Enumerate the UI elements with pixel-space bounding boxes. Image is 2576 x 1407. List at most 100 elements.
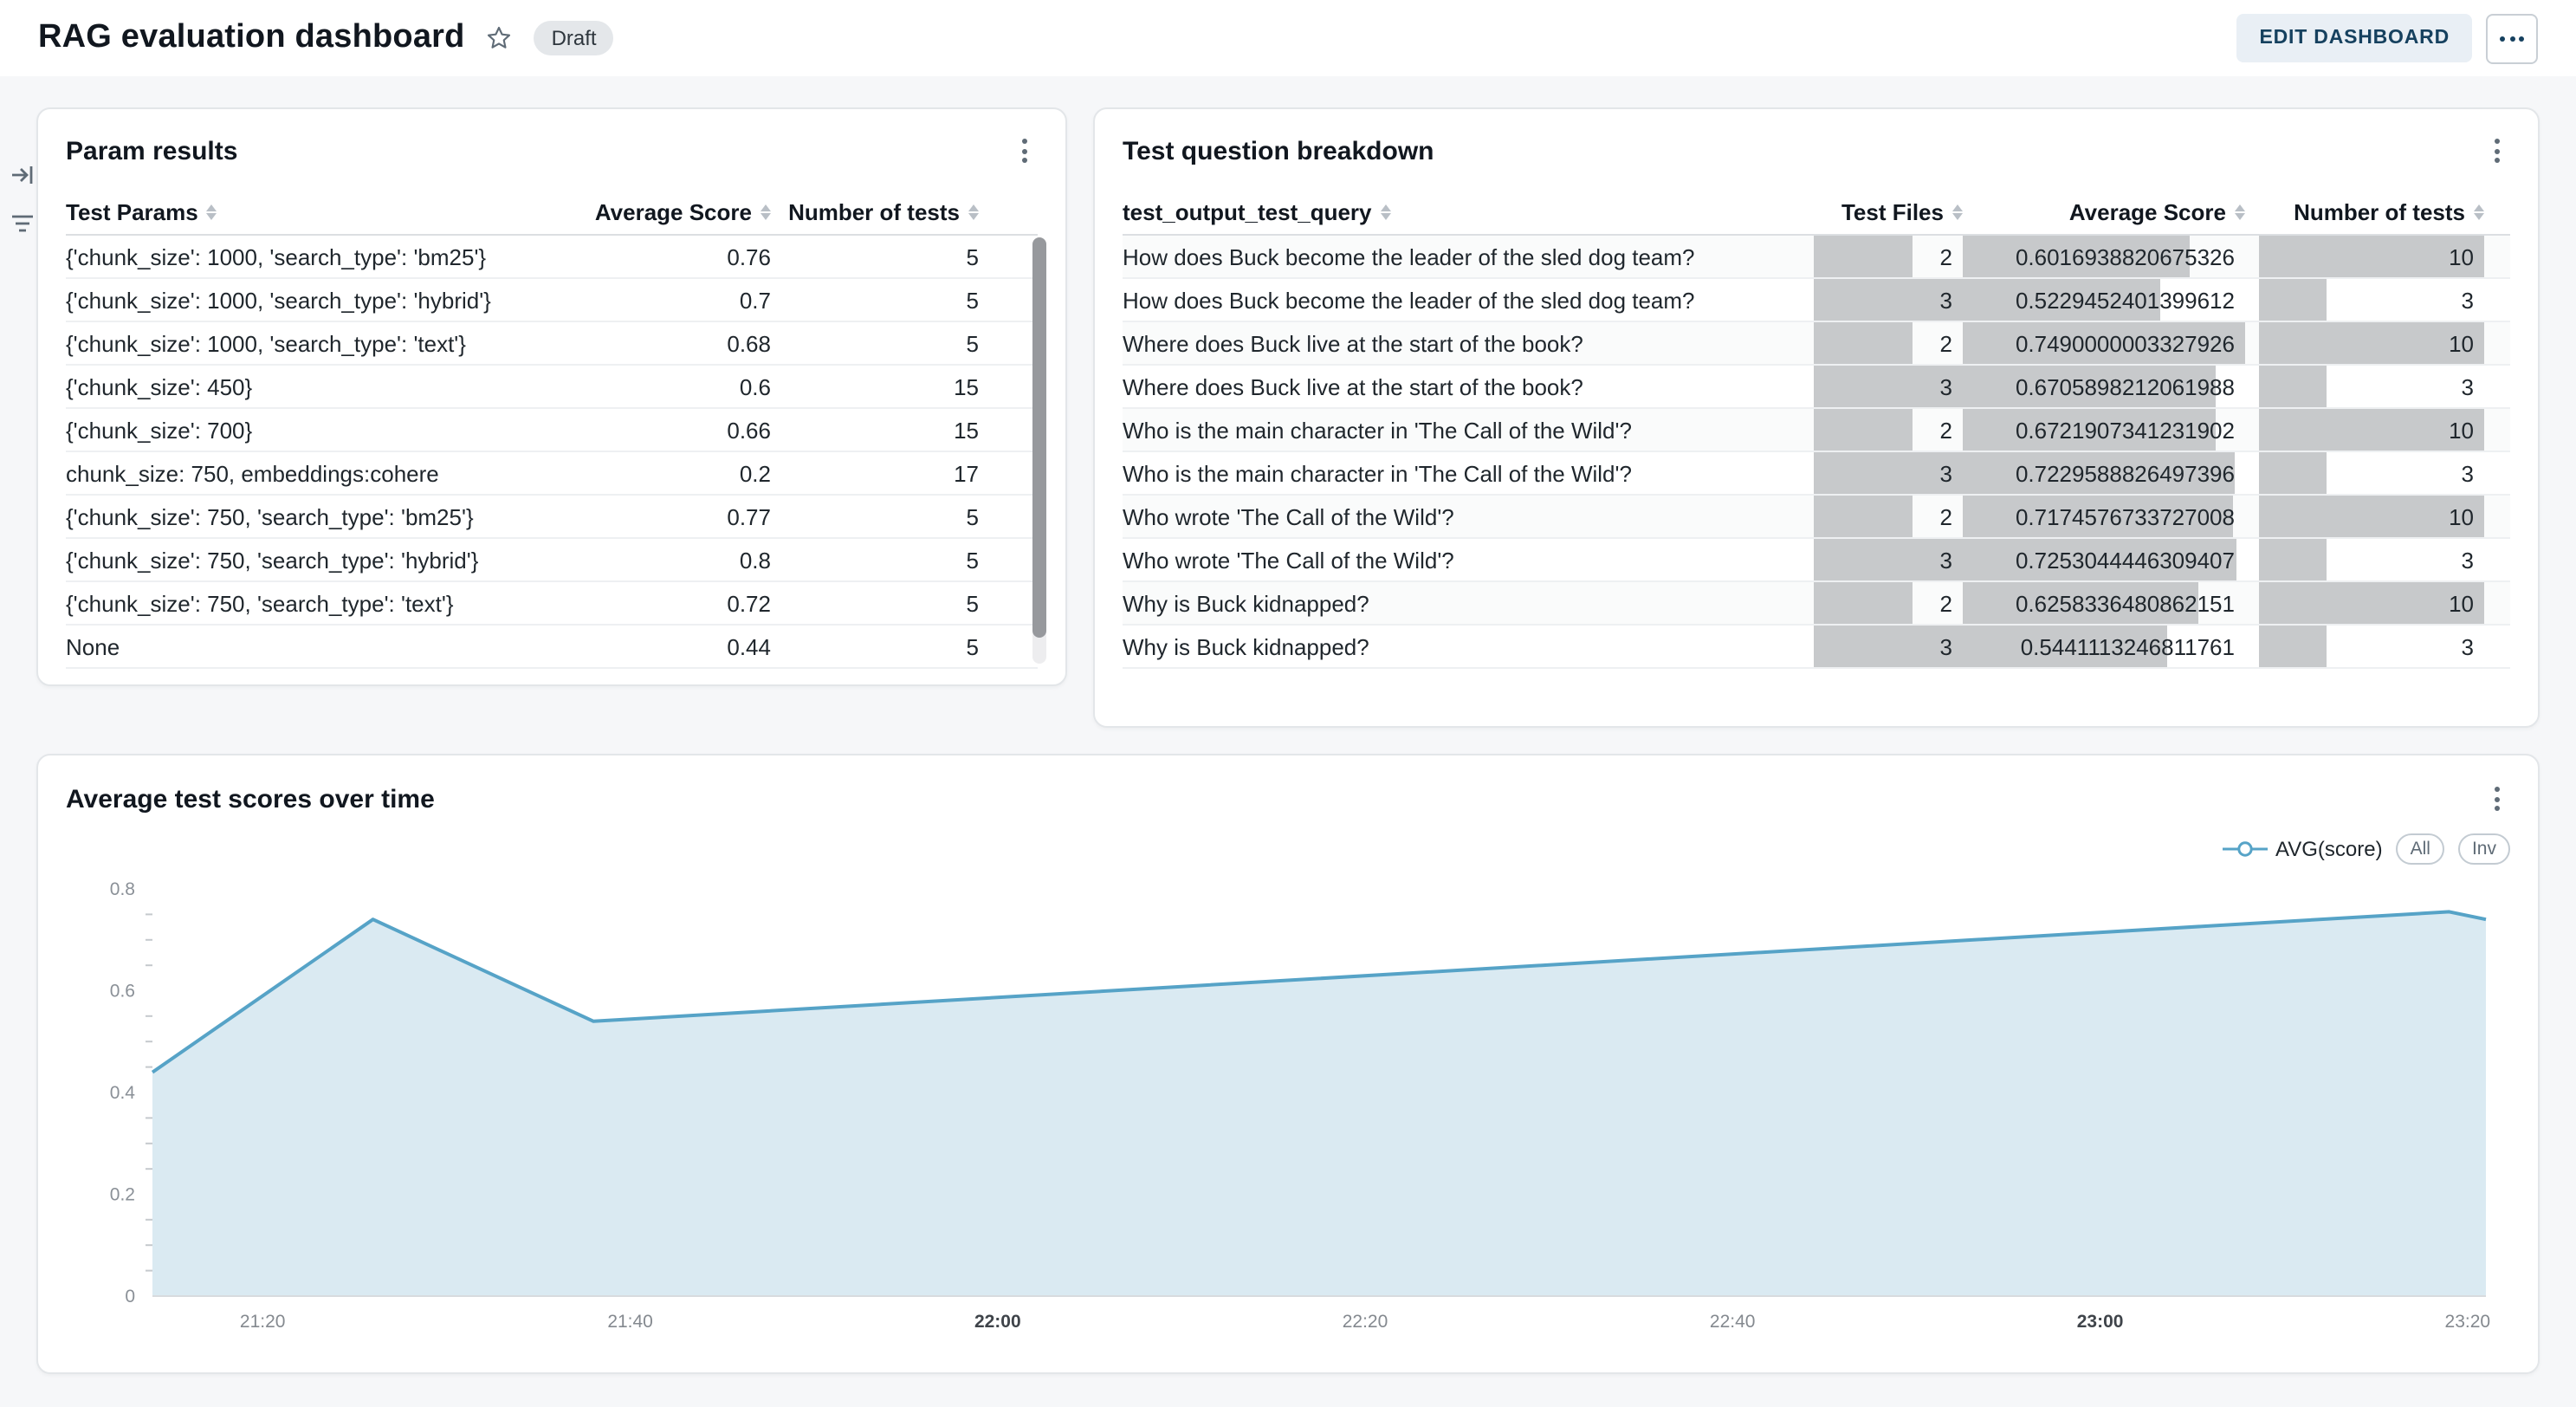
cell-number-of-tests: 5	[966, 503, 979, 529]
cell-test-files: 3	[1814, 539, 1963, 580]
cell-test-params: {'chunk_size': 750, 'search_type': 'hybr…	[66, 547, 479, 573]
edit-dashboard-button[interactable]: EDIT DASHBOARD	[2236, 14, 2472, 62]
scrollbar-thumb[interactable]	[1032, 237, 1046, 639]
cell-average-score: 0.7174576733727008	[1963, 496, 2245, 537]
table-scrollbar[interactable]	[1032, 237, 1046, 664]
table-row: None 0.44 5	[66, 626, 1038, 669]
cell-number-of-tests: 5	[966, 243, 979, 269]
cell-average-score: 0.6016938820675326	[1963, 236, 2245, 277]
value-bar	[2259, 582, 2484, 624]
cell-test-files: 2	[1814, 236, 1963, 277]
collapse-panel-button[interactable]	[7, 159, 38, 191]
cell-query: Why is Buck kidnapped?	[1123, 633, 1369, 659]
cell-average-score: 0.7229588826497396	[1963, 452, 2245, 494]
panel-menu-button[interactable]	[1012, 133, 1038, 168]
cell-number-of-tests: 15	[954, 417, 979, 443]
cell-number-of-tests: 17	[954, 460, 979, 486]
cell-number-of-tests: 10	[2259, 582, 2484, 624]
value-bar	[1963, 409, 2217, 451]
cell-query: Where does Buck live at the start of the…	[1123, 330, 1583, 356]
table-row: {'chunk_size': 1000, 'search_type': 'hyb…	[66, 279, 1038, 322]
column-header-number-of-tests[interactable]: Number of tests	[2259, 191, 2484, 234]
value-bar	[1814, 409, 1913, 451]
filter-icon	[12, 215, 33, 232]
table-row: {'chunk_size': 1000, 'search_type': 'tex…	[66, 322, 1038, 366]
cell-average-score: 0.7253044446309407	[1963, 539, 2245, 580]
cell-number-of-tests: 15	[954, 373, 979, 399]
value-bar	[1963, 452, 2236, 494]
param-results-table-header: Test Params Average Score Number of test…	[66, 191, 1038, 236]
x-axis-label: 22:20	[1343, 1312, 1388, 1332]
cell-test-params: {'chunk_size': 450}	[66, 373, 253, 399]
value-bar	[1814, 496, 1913, 537]
cell-number-of-tests: 5	[966, 547, 979, 573]
cell-average-score: 0.8	[739, 547, 771, 573]
cell-test-files: 3	[1814, 452, 1963, 494]
table-row: {'chunk_size': 750, 'search_type': 'text…	[66, 582, 1038, 626]
question-table-body: How does Buck become the leader of the s…	[1123, 236, 2510, 669]
column-header-average-score[interactable]: Average Score	[580, 191, 771, 234]
table-row: How does Buck become the leader of the s…	[1123, 236, 2510, 279]
cell-average-score: 0.7	[739, 287, 771, 313]
value-bar	[2259, 539, 2327, 580]
sort-icon	[2235, 204, 2245, 221]
cell-test-files: 2	[1814, 496, 1963, 537]
value-bar	[2259, 366, 2327, 407]
page-title: RAG evaluation dashboard	[38, 19, 465, 55]
legend-inv-button[interactable]: Inv	[2457, 833, 2510, 865]
value-bar	[2259, 279, 2327, 321]
favorite-star-button[interactable]	[482, 21, 517, 55]
cell-number-of-tests: 10	[2259, 236, 2484, 277]
cell-query: How does Buck become the leader of the s…	[1123, 287, 1695, 313]
value-bar	[1814, 582, 1913, 624]
cell-number-of-tests: 3	[2259, 366, 2484, 407]
cell-average-score: 0.66	[727, 417, 771, 443]
panel-menu-button[interactable]	[2484, 133, 2510, 168]
cell-query: Who is the main character in 'The Call o…	[1123, 417, 1632, 443]
value-bar	[1963, 322, 2245, 364]
cell-test-files: 2	[1814, 582, 1963, 624]
cell-test-params: {'chunk_size': 750, 'search_type': 'bm25…	[66, 503, 474, 529]
y-axis-label: 0.4	[110, 1083, 136, 1103]
table-row: chunk_size: 750, embeddings:cohere 0.2 17	[66, 452, 1038, 496]
column-header-number-of-tests[interactable]: Number of tests	[771, 191, 979, 234]
y-axis-label: 0.6	[110, 982, 135, 1002]
x-axis-label: 21:20	[240, 1312, 286, 1332]
legend-all-button[interactable]: All	[2396, 833, 2444, 865]
column-header-test-files[interactable]: Test Files	[1814, 191, 1963, 234]
cell-average-score: 0.6721907341231902	[1963, 409, 2245, 451]
cell-query: Why is Buck kidnapped?	[1123, 590, 1369, 616]
filter-button[interactable]	[7, 208, 38, 239]
param-results-table-body: {'chunk_size': 1000, 'search_type': 'bm2…	[66, 236, 1038, 669]
cell-query: Who wrote 'The Call of the Wild'?	[1123, 503, 1454, 529]
table-row: {'chunk_size': 750, 'search_type': 'bm25…	[66, 496, 1038, 539]
table-row: Why is Buck kidnapped? 2 0.625833648086215…	[1123, 582, 2510, 626]
cell-test-params: {'chunk_size': 750, 'search_type': 'text…	[66, 590, 454, 616]
status-badge: Draft	[534, 21, 614, 55]
cell-average-score: 0.44	[727, 633, 771, 659]
cell-query: How does Buck become the leader of the s…	[1123, 243, 1695, 269]
cell-average-score: 0.5441113246811761	[1963, 626, 2245, 667]
cell-number-of-tests: 10	[2259, 496, 2484, 537]
table-row: Who is the main character in 'The Call o…	[1123, 409, 2510, 452]
param-results-panel: Param results Test Params Average Score	[36, 107, 1067, 686]
ellipsis-icon	[2500, 36, 2524, 41]
more-options-button[interactable]	[2486, 13, 2538, 63]
panel-menu-button[interactable]	[2484, 781, 2510, 816]
x-axis-label: 22:00	[974, 1312, 1021, 1332]
value-bar	[2259, 626, 2327, 667]
legend-avg-score[interactable]: AVG(score)	[2222, 837, 2383, 861]
column-header-test-params[interactable]: Test Params	[66, 191, 580, 234]
cell-number-of-tests: 3	[2259, 539, 2484, 580]
column-header-test-query[interactable]: test_output_test_query	[1123, 191, 1814, 234]
value-bar	[1814, 539, 1963, 580]
scores-chart-panel: Average test scores over time AVG(score)…	[36, 754, 2540, 1374]
question-table-header: test_output_test_query Test Files Averag…	[1123, 191, 2510, 236]
cell-number-of-tests: 5	[966, 330, 979, 356]
value-bar	[2259, 496, 2484, 537]
value-bar	[2259, 322, 2484, 364]
column-header-average-score[interactable]: Average Score	[1963, 191, 2245, 234]
table-row: Where does Buck live at the start of the…	[1123, 322, 2510, 366]
question-breakdown-panel: Test question breakdown test_output_test…	[1093, 107, 2540, 728]
